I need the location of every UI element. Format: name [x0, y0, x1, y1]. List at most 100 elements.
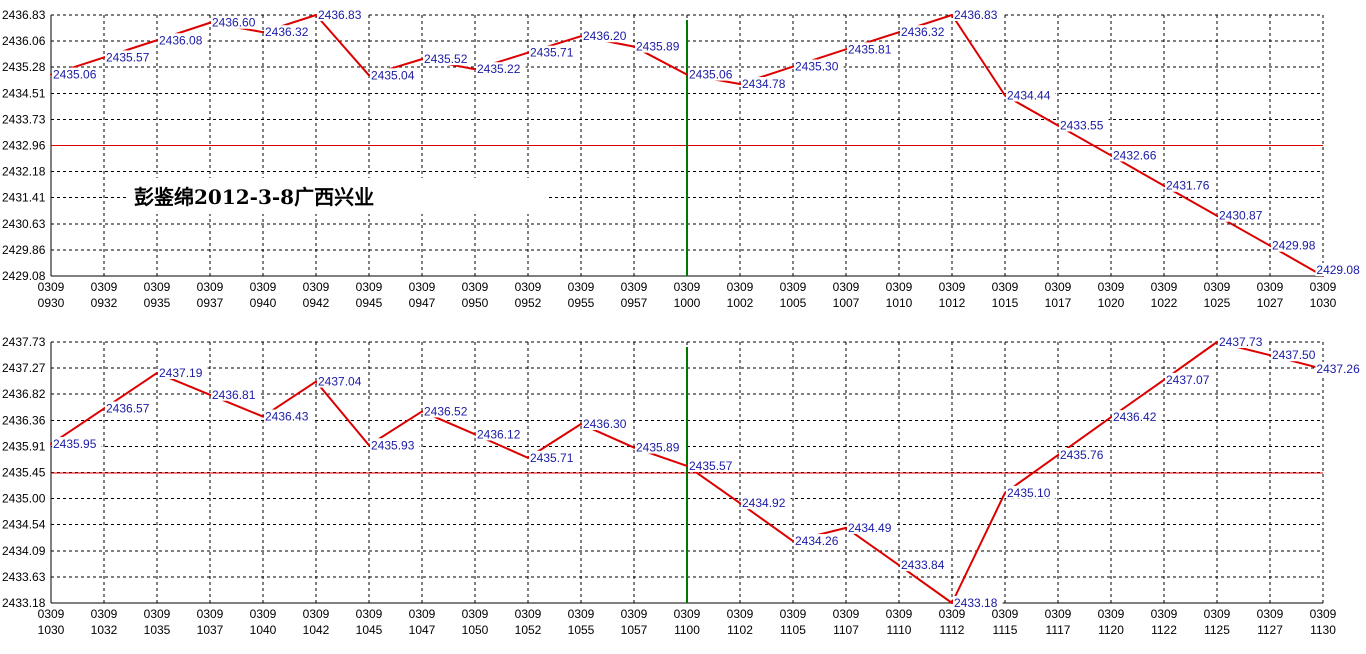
x-tick-label-top: 0309	[939, 280, 966, 294]
x-tick-label-bottom: 0930	[38, 296, 65, 310]
series-segment	[845, 526, 900, 567]
y-tick-label: 2433.63	[2, 570, 46, 584]
series-segment	[951, 14, 1006, 97]
data-label-background	[582, 29, 632, 43]
data-label: 2434.44	[1007, 88, 1051, 102]
data-label-background	[317, 8, 367, 21]
y-tick-label: 2431.41	[2, 191, 46, 205]
data-label-background	[1006, 485, 1056, 499]
x-tick-label-bottom: 1040	[250, 623, 277, 637]
data-label: 2434.49	[848, 521, 892, 535]
x-tick-label-top: 0309	[356, 280, 383, 294]
x-tick-label-bottom: 1050	[462, 623, 489, 637]
x-tick-label-top: 0309	[1045, 280, 1072, 294]
data-label-background	[1059, 448, 1109, 462]
x-tick-label-bottom: 1105	[780, 623, 806, 637]
data-label: 2436.52	[424, 404, 468, 418]
x-tick-label-bottom: 0937	[197, 296, 224, 310]
data-label: 2429.98	[1272, 239, 1316, 253]
data-label: 2436.43	[265, 410, 309, 424]
data-label-background	[158, 365, 208, 379]
x-tick-label-top: 0309	[568, 280, 595, 294]
data-label-background	[211, 15, 261, 29]
chart-panel-top: 2436.83 2436.06 2435.28 2434.51 2433.73 2432.…	[2, 8, 1365, 310]
data-label-background	[1271, 238, 1321, 252]
x-tick-label-top: 0309	[674, 280, 701, 294]
x-tick-label-top: 0309	[144, 607, 171, 621]
data-label: 2434.92	[742, 496, 786, 510]
data-label-background	[529, 45, 579, 59]
data-label: 2435.30	[795, 60, 839, 74]
data-label: 2435.71	[530, 46, 574, 60]
data-label: 2437.04	[318, 375, 362, 389]
x-tick-label-top: 0309	[303, 607, 330, 621]
x-tick-label-top: 0309	[1204, 607, 1231, 621]
x-tick-label-top: 0309	[833, 607, 860, 621]
x-tick-label-bottom: 1107	[833, 623, 859, 637]
x-tick-label-top: 0309	[1310, 607, 1337, 621]
x-tick-label-bottom: 1010	[886, 296, 913, 310]
x-tick-label-bottom: 0945	[356, 296, 383, 310]
data-label: 2436.12	[477, 427, 521, 441]
y-tick-label: 2435.45	[2, 466, 46, 480]
data-label-background	[582, 417, 632, 431]
x-tick-label-bottom: 1030	[38, 623, 65, 637]
series-segment	[315, 380, 370, 447]
x-tick-label-bottom: 1042	[303, 623, 330, 637]
x-tick-label-bottom: 1030	[1310, 296, 1337, 310]
data-label-background	[1315, 361, 1365, 375]
data-label: 2433.84	[901, 558, 945, 572]
series-segment	[898, 564, 953, 604]
y-tick-label: 2434.51	[2, 86, 46, 100]
data-label-background	[953, 596, 1003, 609]
data-label: 2435.52	[424, 52, 468, 66]
data-label-background	[635, 39, 685, 53]
y-tick-label: 2435.91	[2, 439, 46, 453]
data-label: 2433.55	[1060, 118, 1104, 132]
x-tick-label-top: 0309	[1257, 607, 1284, 621]
data-label: 2437.26	[1316, 362, 1360, 376]
x-tick-label-bottom: 1025	[1204, 296, 1231, 310]
x-tick-label-bottom: 1047	[409, 623, 436, 637]
data-label: 2431.76	[1166, 179, 1210, 193]
data-label: 2436.30	[583, 417, 627, 431]
data-label-background	[1165, 178, 1215, 192]
x-tick-label-top: 0309	[1098, 280, 1125, 294]
data-label-background	[423, 404, 473, 418]
y-tick-label: 2435.00	[2, 492, 46, 506]
x-tick-label-top: 0309	[780, 280, 807, 294]
series-segment	[951, 491, 1006, 604]
y-tick-label: 2436.36	[2, 413, 46, 427]
x-tick-label-top: 0309	[621, 280, 648, 294]
x-tick-label-top: 0309	[992, 280, 1019, 294]
data-label-background	[264, 25, 314, 39]
x-tick-label-top: 0309	[1045, 607, 1072, 621]
x-tick-label-bottom: 0932	[91, 296, 118, 310]
data-label: 2435.76	[1060, 448, 1104, 462]
x-tick-label-bottom: 0950	[462, 296, 489, 310]
x-tick-label-bottom: 0955	[568, 296, 595, 310]
data-label-background	[52, 437, 102, 451]
data-label-background	[900, 558, 950, 572]
x-tick-label-bottom: 1012	[939, 296, 966, 310]
data-label: 2435.10	[1007, 486, 1051, 500]
x-tick-label-bottom: 1045	[356, 623, 383, 637]
y-tick-label: 2430.63	[2, 217, 46, 231]
x-tick-label-bottom: 1110	[887, 623, 912, 637]
x-tick-label-bottom: 0935	[144, 296, 171, 310]
data-label-background	[1112, 148, 1162, 162]
x-tick-label-bottom: 1000	[674, 296, 701, 310]
data-label-background	[953, 8, 1003, 21]
x-tick-label-bottom: 1112	[940, 623, 965, 637]
data-label-background	[423, 52, 473, 66]
series-segment	[315, 14, 370, 77]
x-tick-label-bottom: 1117	[1046, 623, 1071, 637]
data-label: 2435.81	[848, 42, 892, 56]
y-tick-label: 2437.73	[2, 335, 46, 349]
data-label: 2434.26	[795, 534, 839, 548]
data-label: 2435.89	[636, 441, 680, 455]
x-tick-label-bottom: 0942	[303, 296, 330, 310]
x-tick-label-bottom: 1002	[727, 296, 754, 310]
x-tick-label-bottom: 1102	[727, 623, 753, 637]
